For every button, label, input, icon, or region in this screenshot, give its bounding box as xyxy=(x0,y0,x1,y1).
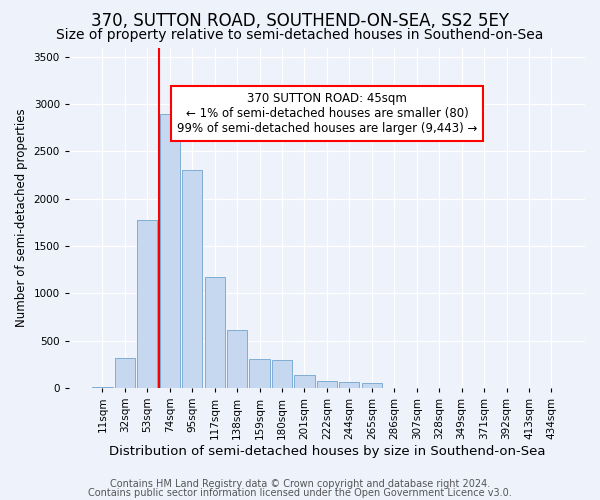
Bar xyxy=(115,358,135,388)
Y-axis label: Number of semi-detached properties: Number of semi-detached properties xyxy=(15,108,28,327)
Bar xyxy=(272,360,292,388)
Bar xyxy=(182,170,202,388)
Bar xyxy=(160,114,180,388)
Bar xyxy=(295,374,314,388)
Text: Contains public sector information licensed under the Open Government Licence v3: Contains public sector information licen… xyxy=(88,488,512,498)
Text: 370 SUTTON ROAD: 45sqm
← 1% of semi-detached houses are smaller (80)
99% of semi: 370 SUTTON ROAD: 45sqm ← 1% of semi-deta… xyxy=(177,92,477,134)
Bar xyxy=(250,360,269,388)
Bar xyxy=(317,380,337,388)
Bar xyxy=(339,382,359,388)
Bar xyxy=(205,277,225,388)
Bar xyxy=(227,330,247,388)
Text: 370, SUTTON ROAD, SOUTHEND-ON-SEA, SS2 5EY: 370, SUTTON ROAD, SOUTHEND-ON-SEA, SS2 5… xyxy=(91,12,509,30)
Text: Contains HM Land Registry data © Crown copyright and database right 2024.: Contains HM Land Registry data © Crown c… xyxy=(110,479,490,489)
Text: Size of property relative to semi-detached houses in Southend-on-Sea: Size of property relative to semi-detach… xyxy=(56,28,544,42)
Bar xyxy=(137,220,157,388)
X-axis label: Distribution of semi-detached houses by size in Southend-on-Sea: Distribution of semi-detached houses by … xyxy=(109,444,545,458)
Bar xyxy=(362,382,382,388)
